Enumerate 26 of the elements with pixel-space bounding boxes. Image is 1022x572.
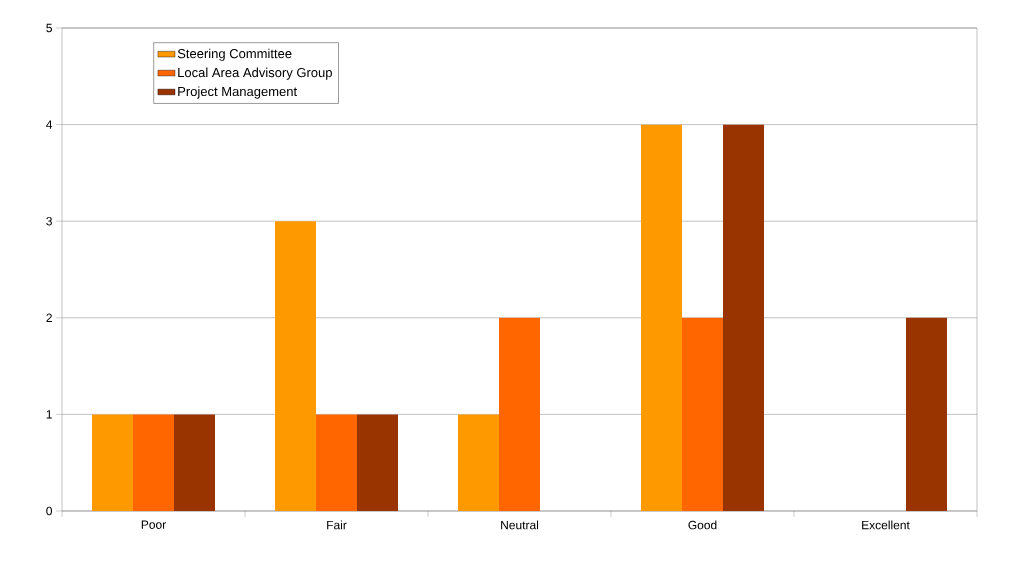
legend-label: Steering Committee	[177, 48, 292, 61]
bar	[316, 414, 358, 511]
bar	[275, 221, 317, 511]
bar	[682, 317, 723, 511]
y-tick-label: 2	[46, 313, 52, 322]
x-tick-label: Good	[688, 520, 717, 530]
x-tick-label: Poor	[141, 520, 166, 529]
y-tick-label: 5	[46, 23, 52, 33]
y-tick-label: 1	[46, 410, 52, 419]
bar	[458, 414, 499, 511]
bar	[174, 414, 216, 511]
y-tick-label: 0	[46, 506, 53, 516]
x-tick-label: Excellent	[862, 520, 910, 530]
bar	[357, 414, 399, 511]
bar	[906, 317, 947, 511]
bar	[499, 317, 540, 511]
bar	[723, 124, 764, 511]
legend-label: Local Area Advisory Group	[178, 67, 332, 80]
y-tick-label: 3	[46, 216, 52, 226]
bar	[92, 414, 134, 511]
bar	[133, 414, 175, 511]
y-tick-label: 4	[46, 120, 53, 129]
bar	[641, 124, 682, 511]
legend-label: Project Management	[178, 86, 298, 99]
x-tick-label: Fair	[327, 520, 347, 530]
x-tick-label: Neutral	[501, 520, 539, 530]
